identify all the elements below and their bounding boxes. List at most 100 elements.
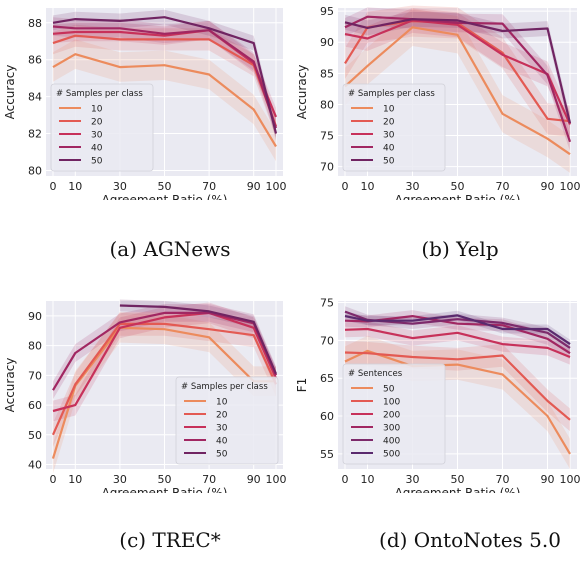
legend-label-300: 300 <box>383 424 400 434</box>
x-tick-label: 30 <box>113 473 127 486</box>
x-tick-label: 0 <box>50 180 57 193</box>
x-tick-label: 100 <box>560 180 581 193</box>
x-tick-label: 30 <box>113 180 127 193</box>
caption-trec: (c) TREC* <box>119 528 221 552</box>
legend-label-50: 50 <box>216 450 228 460</box>
y-tick-label: 80 <box>28 164 42 177</box>
caption-ontonotes: (d) OntoNotes 5.0 <box>379 528 561 552</box>
series-band-30 <box>53 302 276 422</box>
legend-label-20: 20 <box>383 118 395 128</box>
series-band-20 <box>53 24 276 138</box>
y-tick-label: 86 <box>28 54 42 67</box>
x-tick-label: 100 <box>560 473 581 486</box>
x-tick-label: 10 <box>68 180 82 193</box>
y-tick-label: 80 <box>320 98 334 111</box>
series-band-10 <box>53 39 276 162</box>
series-band-10 <box>345 8 570 173</box>
chart-yelp: 70 75 80 85 90 95 0 10 30 50 70 90 100 Agreement Rati… <box>295 5 581 200</box>
series-band-200 <box>345 321 570 365</box>
legend-label-30: 30 <box>91 131 103 141</box>
chart-ontonotes: 55 60 65 70 75 0 10 30 50 70 90 100 Agreement Ratio … <box>295 297 581 493</box>
x-axis-label: Agreement Ratio (%) <box>102 193 228 200</box>
x-tick-label: 70 <box>202 180 216 193</box>
series-band-20 <box>345 5 570 137</box>
chart-agnews: 80 82 84 86 88 0 10 30 50 70 90 100 Agreement Ratio … <box>3 8 287 200</box>
legend-label-20: 20 <box>91 118 103 128</box>
legend-label-30: 30 <box>383 131 395 141</box>
series-line-10 <box>344 26 571 156</box>
series-line-40 <box>52 25 278 129</box>
caption-agnews: (a) AGNews <box>109 237 231 261</box>
legend-label-30: 30 <box>216 424 228 434</box>
x-tick-label: 30 <box>406 180 420 193</box>
legend-label-40: 40 <box>383 144 395 154</box>
y-tick-label: 70 <box>320 161 334 174</box>
x-tick-label: 10 <box>361 180 375 193</box>
y-tick-label: 82 <box>28 128 42 141</box>
series-line-500 <box>344 314 571 346</box>
x-tick-label: 100 <box>266 180 287 193</box>
y-axis-label: Accuracy <box>3 358 17 413</box>
legend: # Sentences 50 100 200 300 400 500 <box>342 363 446 465</box>
legend-box <box>342 83 446 172</box>
y-tick-label: 85 <box>320 67 334 80</box>
x-axis-label: Agreement Ratio (%) <box>395 193 521 200</box>
series-line-200 <box>344 327 571 359</box>
legend-label-50: 50 <box>91 157 103 167</box>
chart-trec: 40 50 60 70 80 90 0 10 30 50 70 90 100 Agreement Rati… <box>3 299 287 493</box>
y-tick-label: 90 <box>28 310 42 323</box>
x-tick-label: 90 <box>541 180 555 193</box>
x-tick-label: 10 <box>68 473 82 486</box>
legend: # Samples per class 10 20 30 40 50 <box>50 83 154 172</box>
series-band-40 <box>53 304 276 400</box>
legend-label-20: 20 <box>216 411 228 421</box>
series-line-100 <box>344 351 571 421</box>
y-axis-label: Accuracy <box>3 65 17 120</box>
x-tick-label: 70 <box>202 473 216 486</box>
y-tick-label: 95 <box>320 5 334 18</box>
y-tick-label: 55 <box>320 448 334 461</box>
y-axis-label: F1 <box>295 378 309 393</box>
y-tick-label: 70 <box>28 369 42 382</box>
y-tick-label: 75 <box>320 297 334 310</box>
legend-label-500: 500 <box>383 450 400 460</box>
x-tick-label: 50 <box>158 180 172 193</box>
y-axis-label: Accuracy <box>295 65 309 120</box>
x-tick-label: 10 <box>361 473 375 486</box>
legend-label-10: 10 <box>383 105 395 115</box>
x-tick-label: 30 <box>406 473 420 486</box>
y-tick-label: 90 <box>320 36 334 49</box>
legend: # Samples per class 10 20 30 40 50 <box>342 83 446 172</box>
x-tick-label: 0 <box>50 473 57 486</box>
legend-label-400: 400 <box>383 437 400 447</box>
legend: # Samples per class 10 20 30 40 50 <box>175 376 279 465</box>
x-tick-label: 70 <box>496 180 510 193</box>
legend-label-50: 50 <box>383 385 395 395</box>
series-line-30 <box>52 311 278 413</box>
legend-title: # Sentences <box>348 369 403 379</box>
series-line-50 <box>119 304 278 375</box>
series-line-50 <box>52 16 278 134</box>
x-tick-label: 50 <box>158 473 172 486</box>
y-tick-label: 40 <box>28 459 42 472</box>
y-tick-label: 60 <box>320 410 334 423</box>
x-tick-label: 100 <box>266 473 287 486</box>
series-band-50 <box>53 9 276 141</box>
y-tick-label: 80 <box>28 340 42 353</box>
legend-label-50: 50 <box>383 157 395 167</box>
y-tick-label: 60 <box>28 399 42 412</box>
y-tick-label: 70 <box>320 334 334 347</box>
x-tick-label: 90 <box>247 473 261 486</box>
series-line-50 <box>344 349 571 455</box>
series-line-10 <box>52 53 277 148</box>
series-band-50 <box>345 11 570 131</box>
x-tick-label: 50 <box>451 473 465 486</box>
x-tick-label: 70 <box>496 473 510 486</box>
x-tick-label: 90 <box>247 180 261 193</box>
x-tick-label: 90 <box>541 473 555 486</box>
legend-title: # Samples per class <box>181 382 268 392</box>
series-band-10 <box>53 312 276 474</box>
y-tick-label: 65 <box>320 372 334 385</box>
y-tick-label: 84 <box>28 91 42 104</box>
